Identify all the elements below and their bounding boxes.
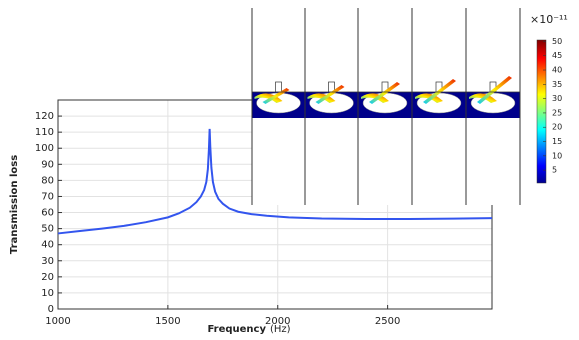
x-tick-label: 1000: [45, 316, 70, 327]
colorbar-title: ×10⁻¹¹: [530, 13, 568, 26]
y-tick-label: 0: [48, 304, 54, 315]
y-tick-label: 40: [41, 240, 54, 251]
colorbar-tick-label: 20: [552, 123, 562, 132]
x-axis-unit: (Hz): [270, 324, 291, 335]
colorbar-tick-label: 35: [552, 80, 562, 89]
colorbar-tick-label: 15: [552, 137, 562, 146]
colorbar-tick-label: 25: [552, 108, 562, 117]
y-tick-label: 100: [35, 143, 54, 154]
colorbar: [537, 40, 546, 183]
y-tick-label: 80: [41, 175, 54, 186]
colorbar-tick-label: 5: [552, 166, 557, 175]
simulation-inset: [252, 8, 520, 205]
y-tick-label: 60: [41, 208, 54, 219]
y-axis-title: Transmission loss: [9, 155, 20, 254]
x-axis-title: Frequency: [207, 324, 266, 335]
colorbar-tick-label: 10: [552, 151, 562, 160]
cell-mass: [276, 82, 282, 92]
y-tick-label: 120: [35, 111, 54, 122]
y-tick-label: 110: [35, 127, 54, 138]
x-tick-label: 1500: [155, 316, 180, 327]
x-tick-label: 2500: [375, 316, 400, 327]
colorbar-tick-label: 50: [552, 37, 562, 46]
y-tick-label: 90: [41, 159, 54, 170]
figure: 0102030405060708090100110120100015002000…: [0, 0, 579, 340]
colorbar-tick-label: 30: [552, 94, 562, 103]
y-tick-label: 30: [41, 256, 54, 267]
y-tick-label: 70: [41, 191, 54, 202]
colorbar-tick-label: 40: [552, 66, 562, 75]
y-tick-label: 20: [41, 272, 54, 283]
colorbar-tick-label: 45: [552, 51, 562, 60]
y-tick-label: 10: [41, 288, 54, 299]
y-tick-label: 50: [41, 224, 54, 235]
